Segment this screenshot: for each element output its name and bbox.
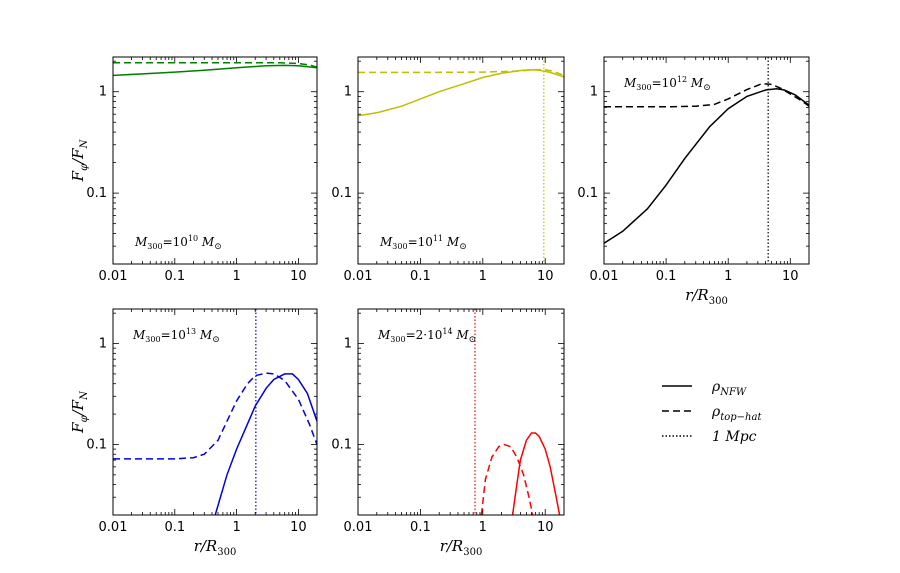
y-tick-label: 1 [590,85,598,100]
tophat-line [113,62,317,68]
x-tick-label: 10 [537,269,554,284]
y-tick-label: 0.1 [577,186,598,201]
y-tick-label: 1 [344,337,352,352]
series [604,57,809,264]
x-tick-label: 0.01 [344,269,373,284]
panel-1: 0.01 0.1 1 10 0.1 1 M300=1010 M⊙ Fφ/FN [69,56,318,284]
nfw-line [113,64,317,77]
x-tick-label: 10 [537,520,554,535]
legend-label: ρtop−hat [711,404,762,423]
y-tick-label: 1 [344,85,352,100]
y-axis-label: Fφ/FN [69,138,90,182]
series [113,62,317,77]
legend-entry-dashed: ρtop−hat [662,404,762,423]
ticks [112,57,318,265]
nfw-line [358,68,564,117]
nfw-line [511,432,561,515]
x-tick-label: 0.1 [164,269,185,284]
panel-4: 0.01 0.1 1 10 0.1 1 M300=1013 M⊙ Fφ/FN r/R300 [69,308,318,558]
mass-annotation: M300=1013 M⊙ [132,327,220,345]
x-tick-label: 0.1 [410,520,431,535]
mass-annotation: M300=1012 M⊙ [623,75,711,93]
series [358,57,564,264]
y-tick-label: 0.1 [86,186,107,201]
nfw-line [604,87,809,244]
axes-frame [112,308,318,516]
x-tick-label: 1 [232,269,240,284]
panel-5: 0.01 0.1 1 10 0.1 1 M300=2·1014 M⊙ r/R300 [331,308,565,558]
tophat-line [113,372,317,460]
x-tick-label: 1 [479,269,487,284]
panel-3: 0.01 0.1 1 10 0.1 1 M300=1012 M⊙ r/R300 [577,56,810,307]
x-tick-label: 10 [290,269,307,284]
x-tick-label: 0.01 [590,269,619,284]
y-tick-label: 0.1 [331,186,352,201]
x-tick-label: 10 [290,520,307,535]
y-tick-label: 0.1 [86,437,107,452]
x-tick-label: 0.01 [344,520,373,535]
tophat-line [604,82,809,108]
nfw-line [214,373,317,515]
legend-label: ρNFW [711,379,747,398]
legend-entry-solid: ρNFW [662,379,747,398]
x-tick-label: 0.1 [410,269,431,284]
legend-entry-dotted: 1 Mpc [662,429,757,445]
axes-frame [112,56,318,265]
tophat-line [480,443,534,515]
ticks [357,57,565,265]
axes-frame [603,56,810,265]
y-tick-label: 1 [99,337,107,352]
mass-annotation: M300=1010 M⊙ [134,234,222,252]
x-tick-label: 0.01 [99,520,128,535]
series [113,309,317,515]
x-tick-label: 0.01 [99,269,128,284]
x-tick-label: 10 [782,269,799,284]
y-tick-label: 1 [99,85,107,100]
legend-label: 1 Mpc [712,429,757,445]
panel-2: 0.01 0.1 1 10 0.1 1 M300=1011 M⊙ [331,56,565,284]
x-tick-label: 1 [232,520,240,535]
x-axis-label: r/R300 [194,537,237,558]
x-axis-label: r/R300 [440,537,483,558]
panels: 0.01 0.1 1 10 0.1 1 M300=1010 M⊙ Fφ/FN 0.01 0.1 1 1… [69,56,810,558]
mass-annotation: M300=1011 M⊙ [379,234,467,252]
legend: ρNFW ρtop−hat 1 Mpc [662,379,762,445]
x-tick-label: 1 [479,520,487,535]
x-tick-label: 0.1 [164,520,185,535]
axes-frame [357,308,565,516]
y-axis-label: Fφ/FN [69,390,90,434]
x-tick-label: 0.1 [656,269,677,284]
x-tick-label: 1 [724,269,732,284]
y-tick-label: 0.1 [331,437,352,452]
mass-annotation: M300=2·1014 M⊙ [377,327,476,345]
axes-frame [357,56,565,265]
x-axis-label: r/R300 [685,286,728,307]
tophat-line [358,68,564,77]
series [474,309,561,515]
ticks [357,309,565,516]
